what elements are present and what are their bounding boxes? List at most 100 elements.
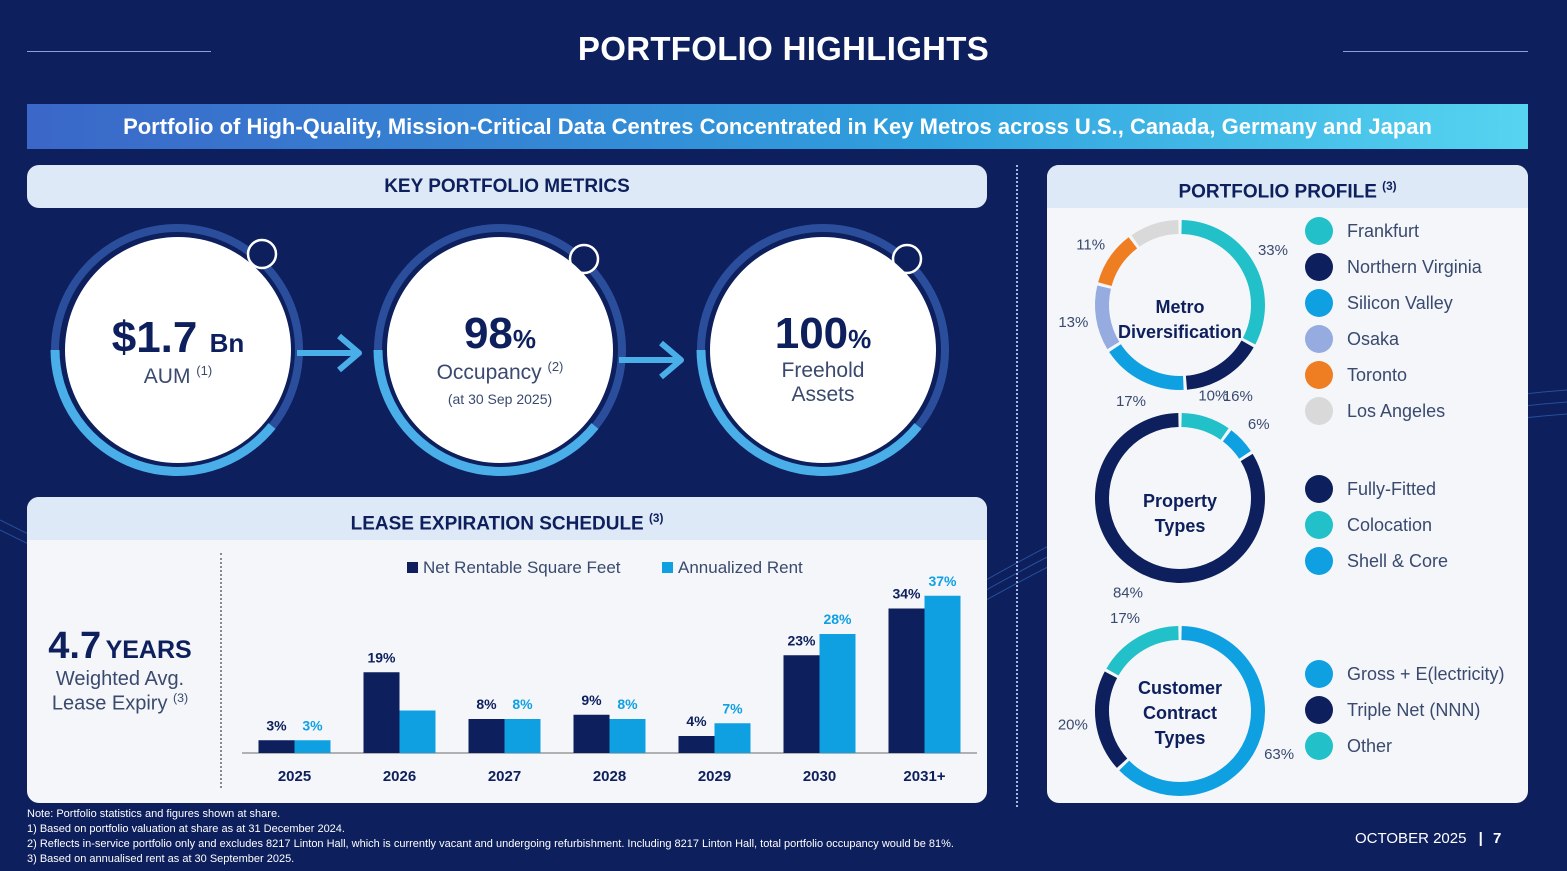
legend-item: Gross + E(lectricity): [1305, 656, 1505, 692]
legend-swatch: [1305, 475, 1333, 503]
freehold-metric: 100% Freehold Assets: [710, 237, 936, 463]
legend-label: Silicon Valley: [1347, 292, 1453, 313]
contract-title-2: Contract: [1142, 703, 1217, 723]
title-rule-left: [27, 51, 211, 52]
donut-slice: [1095, 413, 1265, 583]
donut-slice: [1119, 626, 1265, 796]
aum-value: $1.7: [111, 313, 198, 362]
x-tick-label: 2031+: [903, 768, 945, 785]
subtitle-banner: Portfolio of High-Quality, Mission-Criti…: [27, 104, 1528, 149]
legend-label: Other: [1347, 735, 1393, 756]
slice-label: 13%: [1058, 314, 1088, 331]
footnote-3: 3) Based on annualised rent as at 30 Sep…: [27, 853, 295, 865]
donut-slice: [1222, 430, 1251, 459]
legend-swatch: [407, 562, 418, 573]
legend-item: Triple Net (NNN): [1305, 692, 1505, 728]
donut-slice: [1098, 237, 1138, 287]
legend-label: Shell & Core: [1347, 550, 1449, 571]
legend-item: Osaka: [1305, 321, 1482, 357]
bar-label: 3%: [302, 717, 323, 733]
legend-item: Northern Virginia: [1305, 249, 1482, 285]
legend-label: Osaka: [1347, 328, 1400, 349]
lease-heading-note: (3): [649, 512, 664, 525]
aum-metric: $1.7 Bn AUM (1): [65, 237, 291, 463]
occupancy-note: (2): [547, 359, 564, 374]
bar: [468, 719, 505, 753]
contract-title-1: Customer: [1137, 678, 1222, 698]
legend-item: Colocation: [1305, 507, 1448, 543]
freehold-value: 100: [774, 309, 849, 358]
aum-label: AUM: [143, 365, 191, 388]
legend-swatch: [1305, 732, 1333, 760]
contract-title: Customer Contract Types: [1110, 676, 1250, 751]
donut-slice: [1131, 220, 1179, 247]
legend-item: Frankfurt: [1305, 213, 1482, 249]
bar-label: 3%: [266, 717, 287, 733]
bar: [714, 723, 751, 753]
legend-swatch: [1305, 696, 1333, 724]
bar: [294, 740, 331, 753]
profile-heading-text: PORTFOLIO PROFILE: [1178, 181, 1377, 203]
footer: OCTOBER 2025 | 7: [1355, 830, 1502, 847]
arrow-icon: [619, 340, 684, 380]
bar-label: 23%: [787, 632, 816, 648]
legend-label: Net Rentable Square Feet: [423, 558, 621, 577]
slice-label: 84%: [1113, 585, 1143, 602]
bar-label: 10%: [403, 710, 432, 726]
x-tick-label: 2028: [593, 768, 626, 785]
freehold-ring-highlight: [696, 349, 922, 476]
slice-label: 11%: [1076, 236, 1105, 253]
legend-swatch: [1305, 325, 1333, 353]
occupancy-label: Occupancy: [436, 361, 542, 384]
bar-label: 37%: [928, 573, 957, 589]
property-legend: Fully-Fitted Colocation Shell & Core: [1305, 471, 1448, 579]
legend-label: Los Angeles: [1347, 400, 1446, 421]
contract-title-3: Types: [1154, 728, 1206, 748]
metro-legend: Frankfurt Northern Virginia Silicon Vall…: [1305, 213, 1482, 429]
legend-label: Triple Net (NNN): [1347, 699, 1481, 720]
key-metrics-heading: KEY PORTFOLIO METRICS: [27, 165, 987, 208]
legend-label: Colocation: [1347, 514, 1433, 535]
freehold-unit: %: [848, 324, 872, 354]
donut-slice: [1181, 413, 1229, 440]
donut-slice: [1109, 344, 1184, 390]
bar: [678, 736, 715, 753]
donut-slice: [1095, 285, 1120, 350]
aum-unit: Bn: [209, 328, 245, 358]
legend-item: Shell & Core: [1305, 543, 1448, 579]
bar-label: 8%: [476, 696, 497, 712]
legend-swatch: [1305, 547, 1333, 575]
legend-item: Other: [1305, 728, 1505, 764]
occupancy-unit: %: [512, 324, 537, 354]
x-tick-label: 2029: [698, 768, 731, 785]
profile-heading-note: (3): [1382, 180, 1397, 193]
ring-knob: [568, 243, 600, 275]
slice-label: 16%: [1223, 388, 1253, 405]
bar: [783, 655, 820, 753]
section-divider: [1016, 165, 1018, 807]
legend-swatch: [1305, 397, 1333, 425]
slice-label: 17%: [1110, 610, 1140, 627]
x-tick-label: 2025: [278, 768, 311, 785]
legend-item: Fully-Fitted: [1305, 471, 1448, 507]
property-title: Property Types: [1110, 489, 1250, 539]
wale-label-1: Weighted Avg.: [55, 668, 185, 690]
metric-rings: [50, 224, 949, 476]
footnote-2: 2) Reflects in-service portfolio only an…: [27, 838, 954, 850]
bar: [888, 608, 925, 753]
lease-divider: [220, 553, 222, 788]
legend-label: Fully-Fitted: [1347, 478, 1437, 499]
wale-unit: YEARS: [105, 636, 192, 664]
bar-label: 9%: [581, 692, 602, 708]
slice-label: 63%: [1264, 746, 1294, 763]
legend-swatch: [1305, 289, 1333, 317]
freehold-label-1: Freehold: [781, 359, 865, 382]
metro-title-2: Diversification: [1117, 322, 1243, 342]
aum-ring-highlight: [50, 349, 276, 476]
legend-label: Toronto: [1347, 364, 1408, 385]
legend-swatch: [1305, 217, 1333, 245]
legend-swatch: [1305, 253, 1333, 281]
slice-label: 10%: [1132, 208, 1162, 211]
footer-date: OCTOBER 2025: [1355, 830, 1467, 847]
bar: [258, 740, 295, 753]
